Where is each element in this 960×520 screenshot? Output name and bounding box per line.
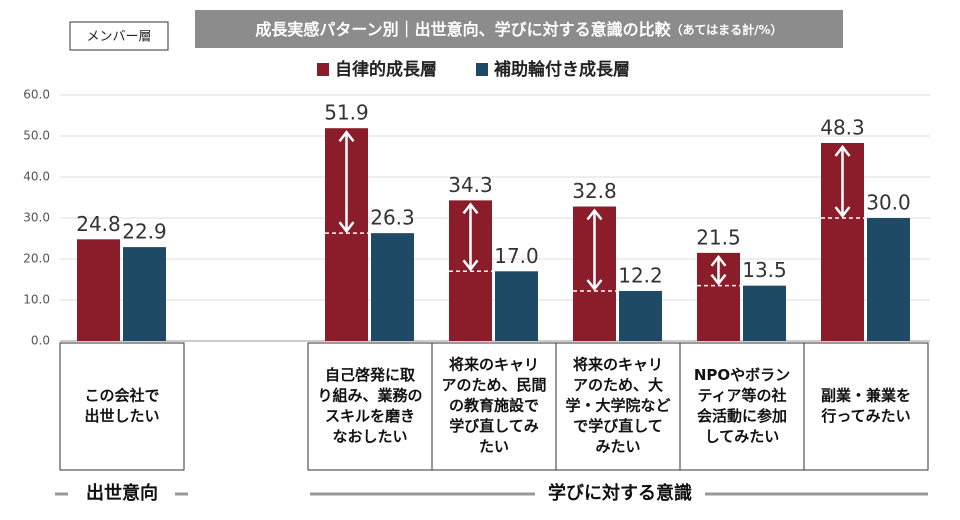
group-label: 出世意向 <box>86 482 158 504</box>
value-label: 22.9 <box>122 220 167 244</box>
category-box <box>59 342 185 471</box>
bar <box>371 233 414 341</box>
gap-arrow-head <box>710 273 727 286</box>
bar <box>743 285 786 341</box>
legend-label: 自律的成長層 <box>335 59 437 80</box>
gap-arrow-head <box>462 202 479 215</box>
bar <box>495 271 538 341</box>
value-label: 34.3 <box>448 173 493 197</box>
value-label: 30.0 <box>866 191 911 215</box>
value-label: 51.9 <box>324 101 369 125</box>
value-label: 12.2 <box>618 263 663 287</box>
category-label: スキルを磨き <box>325 407 415 425</box>
title-note: （あてはまる計/%） <box>671 22 783 37</box>
category-label: なおしたい <box>332 427 407 445</box>
bar <box>77 239 120 341</box>
y-tick-label: 10.0 <box>23 293 50 307</box>
title-main: 成長実感パターン別｜出世意向、学びに対する意識の比較 <box>255 20 671 39</box>
category-label: 行ってみたい <box>820 407 910 425</box>
category-label: NPOやボラン <box>694 366 790 384</box>
gap-arrow-head <box>834 206 851 219</box>
category-label: 会活動に参加 <box>697 407 787 425</box>
category-box <box>803 342 929 471</box>
category-label: 出世したい <box>84 407 159 425</box>
title-bar <box>195 10 843 48</box>
chart-title: 成長実感パターン別｜出世意向、学びに対する意識の比較（あてはまる計/%） <box>255 20 782 39</box>
gap-arrow-head <box>338 130 355 142</box>
category-label: アのため、民間 <box>441 376 546 394</box>
category-label: たい <box>479 438 509 456</box>
gap-arrow-head <box>834 144 851 157</box>
category-label: 学・大学院など <box>565 397 670 415</box>
value-label: 48.3 <box>820 115 865 139</box>
value-label: 24.8 <box>76 212 121 236</box>
group-label: 学びに対する意識 <box>548 482 692 504</box>
category-label: 将来のキャリ <box>573 356 663 374</box>
bar <box>867 218 910 341</box>
value-label: 13.5 <box>742 258 787 282</box>
value-label: 17.0 <box>494 244 539 268</box>
category-label: 自己啓発に取 <box>325 366 416 384</box>
category-label: この会社で <box>84 386 159 404</box>
y-tick-label: 20.0 <box>23 252 50 266</box>
category-label: 副業・兼業を <box>821 386 911 404</box>
bar <box>123 247 166 341</box>
legend-label: 補助輪付き成長層 <box>493 59 630 80</box>
gap-arrow-head <box>462 259 479 272</box>
category-label: ティア等の社 <box>697 386 786 404</box>
legend-swatch <box>317 63 329 76</box>
badge: メンバー層 <box>86 30 151 45</box>
category-label: みたい <box>595 438 640 456</box>
gap-arrow-head <box>586 279 603 292</box>
category-label: アのため、大 <box>573 376 663 394</box>
value-label: 21.5 <box>696 225 741 249</box>
bar <box>619 290 662 341</box>
category-label: してみたい <box>705 427 780 445</box>
gap-arrow-head <box>338 221 355 234</box>
category-label: の教育施設で <box>449 397 539 415</box>
y-tick-label: 60.0 <box>23 88 50 102</box>
category-label: 学び直してみ <box>449 417 539 435</box>
gap-arrow-head <box>710 254 727 267</box>
value-label: 32.8 <box>572 179 617 203</box>
y-tick-label: 50.0 <box>23 129 50 143</box>
gap-arrow-head <box>586 208 603 221</box>
y-tick-label: 0.0 <box>31 334 50 348</box>
category-label: で学び直して <box>573 417 663 435</box>
category-label: り組み、業務の <box>317 386 422 404</box>
value-label: 26.3 <box>370 206 415 230</box>
y-tick-label: 30.0 <box>23 211 50 225</box>
legend-swatch <box>476 63 488 76</box>
badge-box <box>69 21 169 51</box>
y-tick-label: 40.0 <box>23 170 50 184</box>
category-label: 将来のキャリ <box>449 356 539 374</box>
